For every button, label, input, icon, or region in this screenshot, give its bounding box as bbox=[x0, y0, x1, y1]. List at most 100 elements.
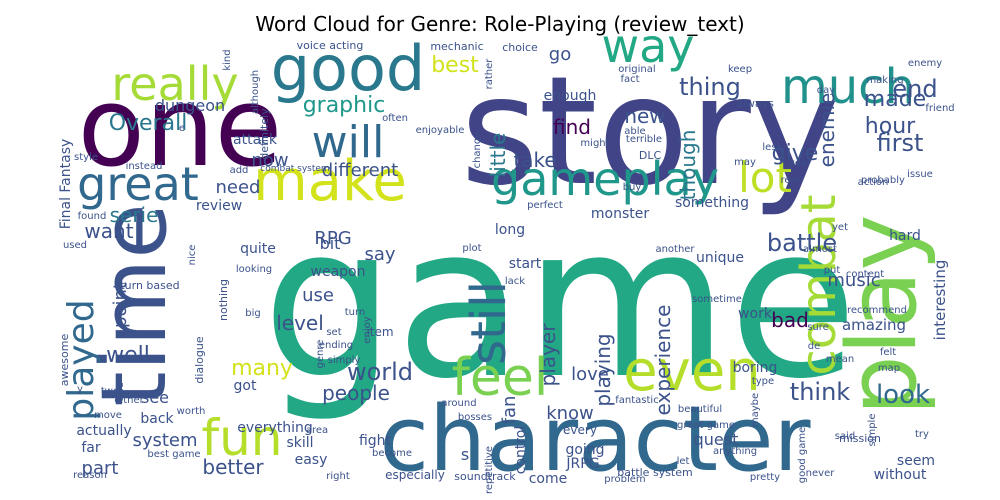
word-simple: simple bbox=[867, 413, 878, 446]
word-review: review bbox=[196, 198, 242, 214]
word-original: original bbox=[618, 64, 655, 75]
word-far: far bbox=[81, 440, 101, 456]
word-able: able bbox=[624, 126, 645, 137]
word-enjoyable: enjoyable bbox=[416, 125, 465, 136]
word-type: type bbox=[752, 376, 774, 387]
word-played: played bbox=[61, 299, 102, 420]
word-although: although bbox=[250, 70, 261, 114]
word-sure: sure bbox=[807, 322, 829, 333]
word-need: need bbox=[216, 177, 261, 198]
word-weapon: weapon bbox=[311, 264, 366, 280]
word-character: character bbox=[380, 387, 811, 492]
word-sometime: sometime bbox=[692, 294, 742, 305]
word-new: new bbox=[624, 104, 665, 128]
word-map: map bbox=[878, 363, 900, 374]
word-right: right bbox=[326, 471, 350, 482]
word-action: action bbox=[858, 177, 889, 188]
word-awesome: awesome bbox=[58, 334, 71, 387]
word-year: year bbox=[789, 158, 812, 169]
word-anything: anything bbox=[713, 446, 757, 457]
word-player: player bbox=[536, 323, 560, 387]
word-hard: hard bbox=[889, 228, 921, 244]
word-combat-system: combat system bbox=[260, 164, 329, 174]
word-friend: friend bbox=[925, 103, 954, 114]
word-style: style bbox=[74, 152, 98, 163]
word-never: never bbox=[806, 468, 836, 479]
word-something: something bbox=[675, 195, 749, 211]
word-issue: issue bbox=[907, 169, 933, 180]
word-yet: yet bbox=[832, 222, 848, 233]
word-become: become bbox=[372, 448, 412, 459]
word-little: little bbox=[486, 133, 510, 178]
word-terrible: terrible bbox=[626, 134, 662, 145]
word-item: item bbox=[366, 325, 393, 339]
word-time: time bbox=[82, 203, 187, 406]
word-recommend: recommend bbox=[847, 305, 907, 316]
word-title: title bbox=[115, 382, 126, 402]
word-two: two bbox=[101, 386, 119, 397]
word-nothing: nothing bbox=[217, 279, 230, 321]
word-will: will bbox=[312, 117, 385, 168]
word-gameplay: gameplay bbox=[491, 152, 719, 206]
word-big: big bbox=[245, 308, 260, 319]
word-fan: fan bbox=[499, 396, 520, 425]
word-really: really bbox=[111, 57, 238, 111]
word-hour: hour bbox=[865, 114, 916, 139]
word-move: move bbox=[94, 410, 122, 421]
word-level: level bbox=[276, 311, 324, 335]
word-lot: lot bbox=[738, 153, 792, 202]
word-try: try bbox=[915, 429, 929, 440]
word-repetitive: repetitive bbox=[484, 446, 495, 494]
word-end: end bbox=[892, 75, 937, 103]
word-start: start bbox=[509, 256, 542, 272]
word-point: point bbox=[110, 282, 131, 328]
word-genre: genre bbox=[315, 340, 326, 369]
word-probably: probably bbox=[861, 175, 905, 186]
word-made: made bbox=[864, 87, 926, 112]
word-dungeon: dungeon bbox=[155, 96, 225, 115]
word-dialogue: dialogue bbox=[193, 336, 206, 384]
word-plot: plot bbox=[462, 243, 481, 254]
word-world: world bbox=[347, 358, 413, 386]
word-worth: worth bbox=[177, 406, 206, 417]
word-maybe: maybe bbox=[750, 393, 761, 427]
word-overall: Overall bbox=[109, 111, 188, 136]
word-bosses: bosses bbox=[458, 412, 492, 423]
word-long: long bbox=[495, 222, 525, 238]
word-e: e bbox=[179, 123, 185, 134]
word-either: either bbox=[114, 395, 144, 406]
word-looking: looking bbox=[236, 264, 272, 275]
word-story: story bbox=[460, 45, 839, 219]
word-come: come bbox=[529, 471, 568, 487]
word-attack: attack bbox=[233, 132, 278, 148]
word-best-game: best game bbox=[147, 449, 200, 460]
word-different: different bbox=[322, 160, 398, 181]
word-amazing: amazing bbox=[842, 316, 906, 334]
word-well: well bbox=[106, 343, 150, 368]
word-add: add bbox=[230, 165, 249, 176]
word-said: said bbox=[835, 431, 855, 442]
word-fun: fun bbox=[202, 409, 283, 467]
chart-title: Word Cloud for Genre: Role-Playing (revi… bbox=[255, 12, 744, 36]
word-thing: thing bbox=[679, 73, 741, 101]
word-game: game bbox=[262, 180, 858, 425]
word-pretty: pretty bbox=[750, 472, 780, 483]
word-quest: quest bbox=[694, 430, 739, 449]
word-say: say bbox=[364, 244, 395, 265]
word-unique: unique bbox=[696, 250, 744, 266]
word-combat: combat bbox=[791, 194, 847, 375]
word-s: s bbox=[461, 445, 469, 464]
word-final-fantasy: Final Fantasy bbox=[58, 139, 74, 230]
word-problem: problem bbox=[604, 474, 645, 485]
word-lack: lack bbox=[505, 276, 525, 287]
word-still: still bbox=[461, 281, 517, 365]
word-nice: nice bbox=[187, 245, 198, 266]
word-one: one bbox=[78, 63, 283, 191]
word-experience: experience bbox=[651, 305, 675, 416]
word-got: got bbox=[234, 378, 257, 394]
word-serie: serie bbox=[110, 203, 159, 227]
word-always: always bbox=[736, 97, 774, 110]
word-especially: especially bbox=[385, 468, 445, 482]
word-think: think bbox=[790, 378, 851, 406]
